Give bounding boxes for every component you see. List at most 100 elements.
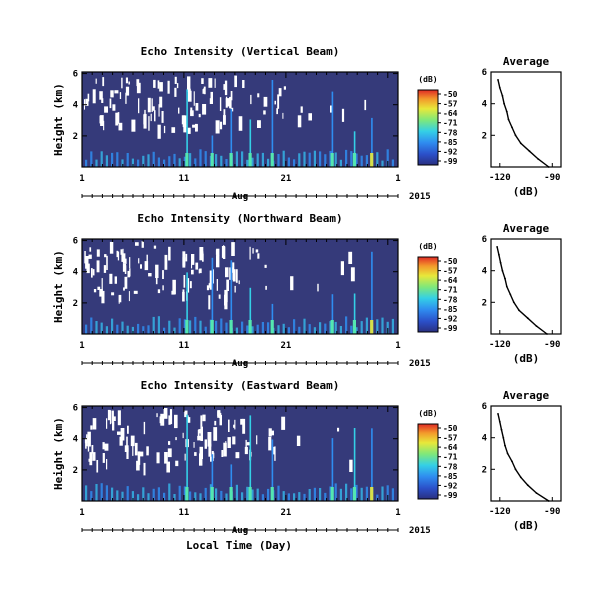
echo-band [246, 159, 249, 167]
data-gap [122, 248, 124, 255]
echo-band [282, 150, 285, 167]
data-gap [164, 254, 168, 270]
echo-band [360, 321, 363, 334]
data-gap [182, 291, 185, 302]
colorbar-tick-label: -92 [443, 314, 458, 323]
echo-band [376, 319, 379, 334]
colorbar [417, 256, 439, 333]
average-y-tick-label: 2 [482, 131, 487, 141]
data-gap [161, 111, 164, 123]
echo-band [339, 326, 342, 334]
echo-core [210, 487, 214, 501]
data-gap [95, 78, 97, 84]
data-gap [102, 77, 105, 87]
echo-band [173, 327, 176, 334]
echo-band [381, 317, 384, 334]
data-gap [106, 418, 108, 429]
data-gap [104, 254, 107, 258]
average-profile-point [504, 277, 506, 280]
data-gap [223, 442, 227, 457]
x-axis-title: Local Time (Day) [186, 539, 292, 552]
data-gap [225, 96, 228, 103]
echo-band [345, 483, 348, 501]
average-y-tick-label: 6 [482, 402, 487, 412]
echo-core [185, 487, 189, 501]
average-x-label: (dB) [513, 185, 540, 198]
echo-band [329, 150, 332, 167]
echo-band [225, 322, 228, 334]
data-gap [278, 88, 282, 97]
data-gap [350, 267, 355, 282]
data-gap [89, 247, 92, 252]
echo-band [173, 153, 176, 167]
data-gap [101, 290, 105, 304]
echo-band [324, 323, 327, 334]
data-gap [223, 84, 227, 90]
data-gap [85, 98, 89, 106]
echo-band [355, 153, 358, 167]
data-gap [238, 280, 240, 285]
year-label: 2015 [409, 526, 431, 536]
data-gap [156, 452, 160, 464]
data-gap [140, 451, 144, 457]
colorbar-tick-label: -78 [443, 462, 458, 471]
data-gap [119, 436, 123, 446]
heatmap-title: Echo Intensity (Northward Beam) [137, 212, 342, 225]
data-gap [96, 460, 99, 473]
data-gap [140, 264, 142, 269]
echo-band [168, 156, 171, 167]
colorbar-tick-label: -50 [443, 90, 458, 99]
data-gap [210, 456, 213, 462]
data-gap [102, 453, 105, 463]
colorbar-tick-label: -85 [443, 138, 458, 147]
data-gap [348, 251, 353, 264]
data-gap [234, 75, 237, 88]
echo-band [204, 151, 207, 167]
average-x-tick-label: -90 [544, 507, 560, 517]
echo-band [199, 149, 202, 167]
average-profile-point [519, 142, 522, 145]
average-profile-line [497, 413, 550, 502]
data-gap [208, 283, 212, 288]
echo-band [194, 316, 197, 334]
echo-band [277, 325, 280, 334]
data-gap [364, 99, 367, 111]
echo-band [95, 321, 98, 334]
data-gap [214, 420, 217, 426]
data-gap [126, 436, 128, 452]
data-gap [227, 98, 230, 107]
data-gap [137, 451, 141, 465]
average-frame [490, 238, 562, 335]
data-gap [234, 419, 236, 430]
average-profile-point [547, 500, 550, 502]
echo-band [246, 325, 249, 334]
echo-streak [230, 260, 233, 334]
echo-band [282, 491, 285, 501]
data-gap [209, 270, 213, 285]
data-gap [107, 409, 111, 421]
data-gap [249, 246, 251, 260]
data-gap [138, 258, 140, 264]
echo-core [185, 153, 189, 167]
average-profile-point [511, 460, 513, 463]
data-gap [104, 106, 108, 113]
echo-band [137, 159, 140, 167]
echo-band [105, 485, 108, 501]
echo-core [270, 487, 274, 501]
colorbar-tick-label: -92 [443, 147, 458, 156]
echo-band [220, 490, 223, 501]
data-gap [96, 249, 100, 257]
data-gap [218, 294, 221, 299]
data-gap [225, 441, 227, 447]
data-gap [109, 241, 114, 254]
data-gap [188, 417, 191, 423]
echo-band [131, 326, 134, 334]
average-x-tick-label: -120 [489, 507, 511, 517]
data-gap [85, 441, 87, 449]
data-gap [159, 96, 163, 108]
echo-core [352, 487, 356, 501]
panel-2: Echo Intensity (Northward Beam)1 11 21 1Aug… [52, 212, 562, 369]
y-axis-label: Height (km) [52, 417, 65, 490]
